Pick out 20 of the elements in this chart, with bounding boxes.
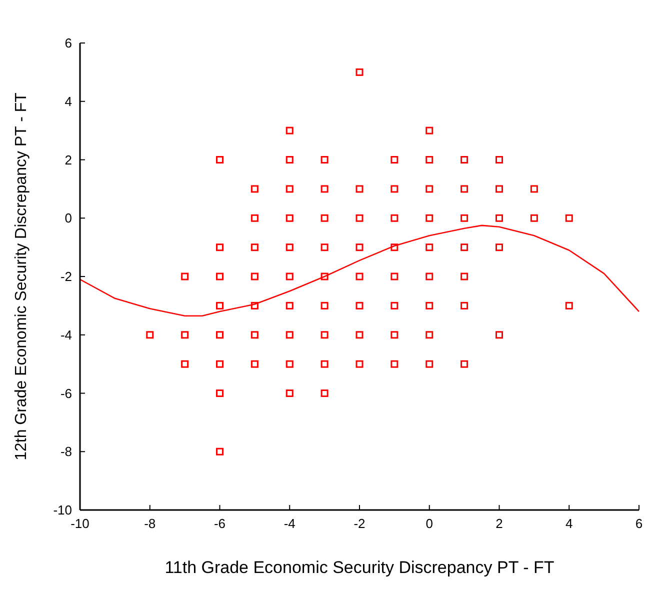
y-tick-label: -6	[60, 386, 72, 401]
x-tick-label: 0	[426, 516, 433, 531]
x-tick-label: -8	[144, 516, 156, 531]
y-tick-label: -2	[60, 269, 72, 284]
x-axis-title: 11th Grade Economic Security Discrepancy PT - FT	[164, 558, 554, 577]
y-tick-label: 0	[64, 210, 72, 226]
y-tick-label: -4	[60, 327, 72, 342]
y-tick-label: -8	[60, 444, 72, 460]
x-tick-label: -4	[284, 516, 296, 531]
y-axis-title: 12th Grade Economic Security Discrepancy PT - FT	[13, 92, 30, 460]
line-series	[80, 224, 640, 317]
y-tick-label: 4	[64, 94, 72, 109]
x-tick-label: -6	[214, 516, 226, 531]
y-tick-label: 2	[64, 152, 72, 168]
y-tick-label: -10	[53, 502, 72, 518]
x-tick-label: -2	[354, 516, 366, 531]
x-tick-label: 6	[635, 516, 643, 531]
x-tick-label: 2	[496, 516, 503, 531]
x-tick-label: 4	[566, 516, 573, 531]
y-tick-label: 6	[64, 36, 72, 51]
